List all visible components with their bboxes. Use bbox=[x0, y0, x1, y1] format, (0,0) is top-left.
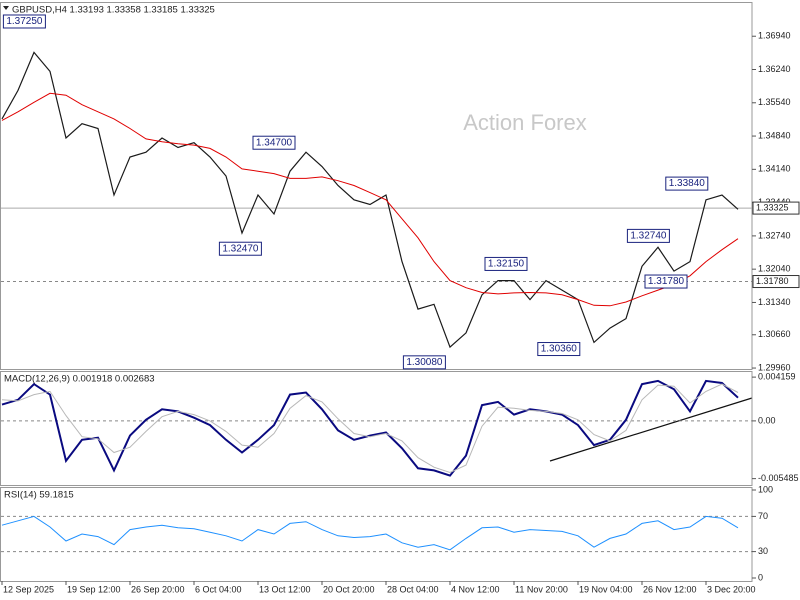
annotation-label: 1.32740 bbox=[630, 231, 667, 242]
y-tick-label: 1.34140 bbox=[758, 164, 791, 174]
watermark: Action Forex bbox=[463, 110, 587, 135]
annotation-box bbox=[626, 228, 670, 243]
y-tick-label: 1.35540 bbox=[758, 97, 791, 107]
annotation-box bbox=[537, 342, 581, 357]
annotation-label: 1.30080 bbox=[406, 357, 443, 368]
x-tick-label: 6 Oct 04:00 bbox=[195, 584, 242, 594]
y-tick-label: 1.29960 bbox=[758, 362, 791, 372]
level-label: 1.33325 bbox=[756, 202, 789, 212]
annotation-label: 1.32470 bbox=[222, 243, 259, 254]
x-tick-label: 28 Oct 04:00 bbox=[387, 584, 439, 594]
annotation-label: 1.32150 bbox=[488, 259, 525, 270]
y-tick-label: 1.31340 bbox=[758, 297, 791, 307]
y-tick-label: 1.32740 bbox=[758, 230, 791, 240]
annotation-box bbox=[402, 355, 446, 370]
y-tick-label: 0.00 bbox=[758, 415, 776, 425]
series-line bbox=[1, 379, 739, 477]
level-label-box bbox=[752, 201, 800, 215]
y-tick-label: -0.005485 bbox=[758, 473, 799, 483]
annotation-label: 1.33840 bbox=[669, 178, 706, 189]
pane-frame bbox=[0, 371, 753, 486]
series-line bbox=[1, 383, 739, 474]
annotation-label: 1.30360 bbox=[541, 344, 578, 355]
level-label: 1.31780 bbox=[756, 276, 789, 286]
annotation-box bbox=[218, 241, 262, 256]
series-line bbox=[1, 515, 739, 551]
series-line bbox=[1, 51, 739, 349]
y-tick-label: 1.32040 bbox=[758, 264, 791, 274]
x-tick-label: 13 Oct 12:00 bbox=[259, 584, 311, 594]
trend-line bbox=[549, 397, 753, 462]
y-tick-label: 1.36240 bbox=[758, 64, 791, 74]
x-tick-label: 19 Nov 04:00 bbox=[579, 584, 633, 594]
annotation-box bbox=[665, 176, 709, 191]
y-tick-label: 30 bbox=[758, 546, 768, 556]
menu-arrow bbox=[3, 6, 9, 10]
x-tick-label: 4 Nov 12:00 bbox=[451, 584, 500, 594]
x-tick-label: 3 Dec 20:00 bbox=[707, 584, 756, 594]
y-tick-label: 0 bbox=[758, 572, 763, 582]
pane-frame bbox=[0, 2, 753, 370]
annotation-label: 1.31780 bbox=[648, 276, 685, 287]
y-tick-label: 100 bbox=[758, 484, 773, 494]
annotation-box bbox=[484, 256, 528, 271]
series-line bbox=[1, 92, 739, 307]
pane-title: MACD(12,26,9) 0.001918 0.002683 bbox=[4, 374, 155, 385]
y-tick-label: 1.30660 bbox=[758, 329, 791, 339]
x-tick-label: 11 Nov 20:00 bbox=[515, 584, 568, 594]
annotation-box bbox=[644, 274, 688, 289]
y-tick-label: 70 bbox=[758, 511, 768, 521]
annotation-label: 1.34700 bbox=[256, 137, 293, 148]
x-tick-label: 26 Sep 20:00 bbox=[131, 584, 185, 594]
annotation-label: 1.37250 bbox=[6, 16, 43, 27]
y-tick-label: 0.004159 bbox=[758, 371, 796, 381]
pane-title: GBPUSD,H4 1.33193 1.33358 1.33185 1.3332… bbox=[12, 5, 215, 16]
x-tick-label: 19 Sep 12:00 bbox=[67, 584, 121, 594]
x-tick-label: 12 Sep 2025 bbox=[3, 584, 54, 594]
pane-title: RSI(14) 59.1815 bbox=[4, 490, 74, 501]
annotation-box bbox=[2, 14, 46, 29]
y-tick-label: 1.34840 bbox=[758, 130, 791, 140]
pane-frame bbox=[0, 487, 753, 582]
annotation-box bbox=[252, 135, 296, 150]
x-tick-label: 26 Nov 12:00 bbox=[643, 584, 697, 594]
x-tick-label: 20 Oct 20:00 bbox=[323, 584, 375, 594]
y-tick-label: 1.36940 bbox=[758, 31, 791, 41]
level-label-box bbox=[752, 275, 800, 289]
